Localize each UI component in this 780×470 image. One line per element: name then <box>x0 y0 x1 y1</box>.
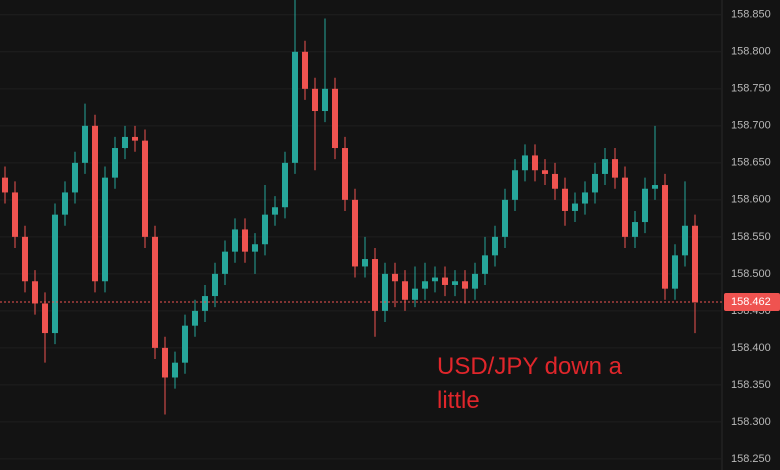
candle-body <box>442 277 448 285</box>
candle-body <box>92 125 98 282</box>
candle-body <box>252 244 258 252</box>
candle-body <box>572 203 578 211</box>
candle-body <box>322 88 328 112</box>
candle-body <box>532 155 538 171</box>
y-tick-label: 158.300 <box>731 416 771 428</box>
candle-body <box>122 136 128 149</box>
y-tick-label: 158.650 <box>731 157 771 169</box>
candle-body <box>542 170 548 174</box>
candle-body <box>362 259 368 267</box>
candle-body <box>472 273 478 289</box>
candle-body <box>492 236 498 256</box>
annotation: USD/JPY down a little <box>437 353 622 414</box>
candle-body <box>112 148 118 178</box>
candle-body <box>552 173 558 189</box>
candle-body <box>242 229 248 252</box>
candle-body <box>372 259 378 311</box>
y-tick-label: 158.500 <box>731 268 771 280</box>
candle-body <box>582 192 588 204</box>
candle-body <box>662 185 668 289</box>
candle-body <box>502 199 508 237</box>
y-tick-label: 158.350 <box>731 379 771 391</box>
y-tick-label: 158.600 <box>731 194 771 206</box>
candle-body <box>182 325 188 363</box>
y-tick-label: 158.550 <box>731 231 771 243</box>
candle-body <box>642 188 648 223</box>
candle-body <box>172 362 178 378</box>
candle-body <box>392 273 398 282</box>
candle-body <box>162 347 168 378</box>
candle-body <box>452 281 458 285</box>
y-tick-label: 158.750 <box>731 83 771 95</box>
last-price-box <box>724 292 780 311</box>
y-tick-label: 158.850 <box>731 9 771 21</box>
candle-body <box>432 277 438 282</box>
candle-body <box>142 140 148 237</box>
candle-body <box>32 281 38 304</box>
candle-body <box>482 255 488 274</box>
candle-body <box>102 177 108 282</box>
candle-body <box>682 225 688 256</box>
candle-body <box>402 281 408 300</box>
candle-body <box>2 177 8 193</box>
candle-body <box>192 310 198 326</box>
y-tick-label: 158.800 <box>731 46 771 58</box>
candle-body <box>522 155 528 171</box>
candle-body <box>52 214 58 334</box>
candle-body <box>652 185 658 189</box>
last-price-label: 158.462 <box>731 296 771 308</box>
candle-body <box>592 173 598 193</box>
y-tick-label: 158.400 <box>731 342 771 354</box>
candle-body <box>42 303 48 334</box>
candle-body <box>622 177 628 237</box>
candle-body <box>462 281 468 289</box>
candle-body <box>212 273 218 297</box>
candle-body <box>512 170 518 200</box>
candle-body <box>22 236 28 282</box>
candle-body <box>342 148 348 200</box>
candle-body <box>62 192 68 215</box>
candle-body <box>262 214 268 245</box>
candle-body <box>562 188 568 211</box>
candle-body <box>82 125 88 163</box>
candle-body <box>202 296 208 311</box>
candle-body <box>222 251 228 274</box>
candle-body <box>352 199 358 267</box>
candle-body <box>232 229 238 252</box>
candle-body <box>692 225 698 302</box>
candle-body <box>332 88 338 149</box>
candle-body <box>282 162 288 208</box>
candle-body <box>312 88 318 112</box>
candle-body <box>152 236 158 348</box>
candle-body <box>672 255 678 289</box>
candle-body <box>412 288 418 300</box>
y-tick-label: 158.250 <box>731 453 771 465</box>
candle-body <box>302 51 308 89</box>
y-tick-label: 158.700 <box>731 120 771 132</box>
candle-body <box>272 207 278 215</box>
candle-body <box>132 136 138 141</box>
candle-body <box>72 162 78 193</box>
candle-body <box>382 273 388 311</box>
candle-body <box>292 51 298 163</box>
candle-body <box>612 159 618 178</box>
candle-body <box>422 281 428 289</box>
candle-body <box>632 222 638 237</box>
candle-body <box>602 159 608 174</box>
candle-body <box>12 192 18 237</box>
